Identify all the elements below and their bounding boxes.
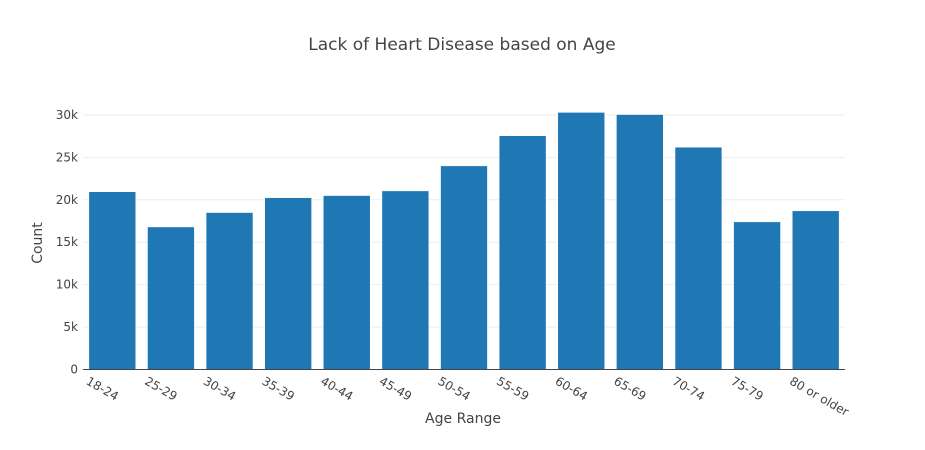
x-tick-label: 18-24 — [84, 374, 121, 404]
x-tick-label: 55-59 — [494, 374, 531, 404]
x-tick-label: 25-29 — [142, 374, 179, 404]
bar-55-59 — [498, 135, 547, 370]
x-tick-label: 70-74 — [670, 374, 707, 404]
x-tick-label: 30-34 — [201, 374, 238, 404]
bar-45-49 — [381, 190, 430, 370]
bar-80-or-older — [791, 210, 840, 370]
y-tick-label: 25k — [56, 150, 78, 164]
bars — [88, 112, 840, 370]
y-axis-title: Count — [30, 222, 46, 264]
bar-60-64 — [557, 112, 605, 370]
x-tick-label: 45-49 — [377, 374, 414, 404]
y-tick-label: 30k — [56, 108, 78, 122]
x-tick-label: 40-44 — [318, 374, 355, 404]
bar-75-79 — [733, 221, 781, 370]
x-tick-label: 50-54 — [436, 374, 473, 404]
bar-25-29 — [147, 226, 195, 370]
x-tick-label: 65-69 — [611, 374, 648, 404]
bar-40-44 — [323, 195, 371, 370]
bar-18-24 — [88, 191, 137, 370]
x-tick-label: 35-39 — [260, 374, 297, 404]
bar-70-74 — [674, 146, 723, 370]
x-tick-label: 80 or older — [787, 374, 851, 419]
y-tick-label: 5k — [63, 320, 78, 334]
x-tick-label: 75-79 — [729, 374, 766, 404]
x-axis-title: Age Range — [425, 411, 501, 427]
y-tick-label: 0 — [70, 363, 78, 377]
chart-title: Lack of Heart Disease based on Age — [308, 35, 615, 55]
y-axis-ticks: 0 5k 10k 15k 20k 25k 30k — [56, 108, 78, 377]
bar-30-34 — [205, 212, 254, 370]
bar-35-39 — [264, 197, 312, 370]
bar-50-54 — [440, 165, 488, 370]
bar-65-69 — [616, 114, 664, 370]
y-tick-label: 20k — [56, 193, 78, 207]
x-tick-label: 60-64 — [553, 374, 590, 404]
y-tick-label: 15k — [56, 235, 78, 249]
y-tick-label: 10k — [56, 278, 78, 292]
